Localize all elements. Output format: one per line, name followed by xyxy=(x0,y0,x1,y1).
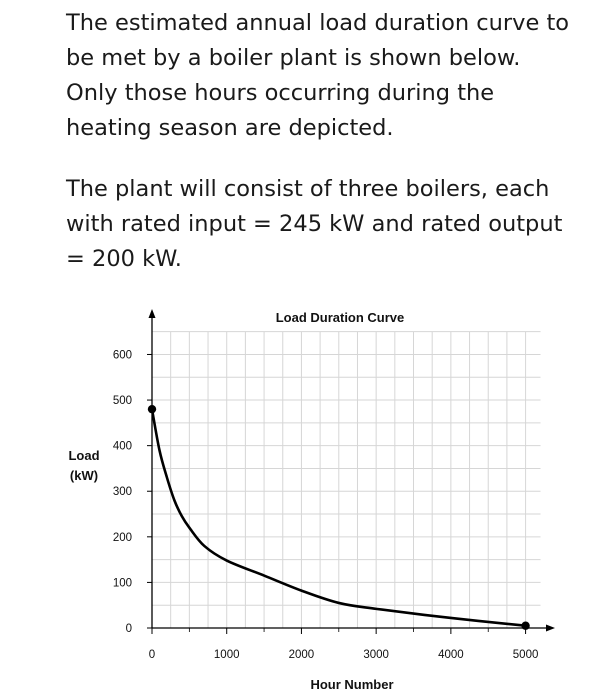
x-tick-label: 3000 xyxy=(363,649,389,661)
x-axis-arrow xyxy=(546,624,555,632)
y-axis-label-line: (kW) xyxy=(70,468,98,483)
text-line: The estimated annual load duration curve… xyxy=(66,10,570,36)
problem-paragraph-1: The estimated annual load duration curve… xyxy=(66,6,570,146)
chart-ticks: 0 100 200 300 400 500 600 0 1000 2000 3000 4000 5000 xyxy=(113,349,539,661)
chart-title: Load Duration Curve xyxy=(276,310,405,325)
curve-endpoint-dot xyxy=(147,404,157,414)
chart-series xyxy=(147,404,530,630)
y-tick-label: 200 xyxy=(113,532,132,544)
x-tick-label: 4000 xyxy=(438,649,464,661)
text-line: Only those hours occurring during the xyxy=(66,80,495,106)
text-line: heating season are depicted. xyxy=(66,115,394,141)
x-axis-label: Hour Number xyxy=(310,677,393,692)
problem-paragraph-2: The plant will consist of three boilers,… xyxy=(66,172,566,277)
y-tick-label: 100 xyxy=(113,577,132,589)
y-tick-label: 0 xyxy=(126,623,132,635)
text-line: with rated input = 245 kW and rated outp… xyxy=(66,211,563,237)
y-axis-arrow xyxy=(148,309,156,318)
load-duration-curve xyxy=(150,408,526,628)
x-tick-label: 2000 xyxy=(289,649,315,661)
curve-endpoint-dot xyxy=(521,621,530,630)
x-tick-label: 5000 xyxy=(513,649,539,661)
x-tick-label: 0 xyxy=(149,649,155,661)
y-tick-label: 500 xyxy=(113,395,132,407)
y-tick-label: 400 xyxy=(113,441,132,453)
y-tick-label: 300 xyxy=(113,486,132,498)
load-duration-chart: 0 100 200 300 400 500 600 0 1000 2000 3000 4000 5000… xyxy=(68,309,555,692)
text-line: be met by a boiler plant is shown below. xyxy=(66,45,521,71)
x-tick-label: 1000 xyxy=(214,649,240,661)
chart-axes xyxy=(148,309,555,632)
text-line: The plant will consist of three boilers,… xyxy=(66,176,550,202)
chart-grid xyxy=(151,331,541,629)
y-axis-label-line: Load xyxy=(68,448,99,463)
text-line: = 200 kW. xyxy=(66,246,182,272)
y-tick-label: 600 xyxy=(113,349,132,361)
